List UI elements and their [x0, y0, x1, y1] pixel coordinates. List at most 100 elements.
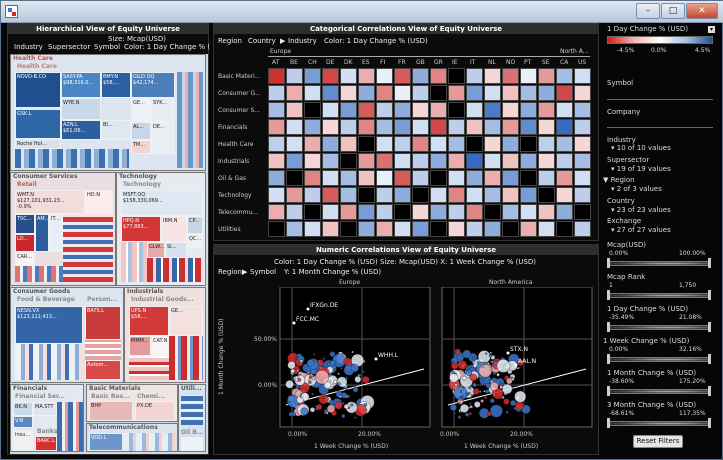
range-slider[interactable]	[609, 293, 709, 298]
country-header-us[interactable]: US	[578, 59, 587, 66]
heatmap-cell[interactable]	[322, 85, 339, 101]
heatmap-cell[interactable]	[394, 102, 411, 118]
heatmap-cell[interactable]	[304, 221, 321, 237]
treemap-cell[interactable]: Autom...	[85, 360, 121, 380]
slider-handle-left[interactable]	[607, 258, 610, 268]
heatmap-cell[interactable]	[286, 119, 303, 135]
treemap-cell[interactable]: CP...	[187, 216, 203, 234]
heatmap-cell[interactable]	[358, 119, 375, 135]
treemap-group-health-care[interactable]: Health Care Health Care NOVO-B.CO GSK.L …	[10, 54, 206, 171]
heatmap-cell[interactable]	[448, 119, 465, 135]
treemap-small-cells[interactable]	[57, 402, 83, 451]
heatmap-row-label[interactable]: Telecommu...	[218, 209, 258, 216]
heatmap-cell[interactable]	[268, 221, 285, 237]
heatmap-cell[interactable]	[466, 85, 483, 101]
heatmap-cell[interactable]	[358, 68, 375, 84]
heatmap-cell[interactable]	[538, 136, 555, 152]
heatmap-cell[interactable]	[484, 68, 501, 84]
filter-symbol-input[interactable]	[607, 99, 713, 100]
heatmap-cell[interactable]	[394, 221, 411, 237]
heatmap-cell[interactable]	[574, 136, 591, 152]
heatmap-cell[interactable]	[304, 85, 321, 101]
treemap-cell[interactable]: WYE.N	[61, 98, 101, 120]
heatmap-cell[interactable]	[304, 187, 321, 203]
heatmap-cell[interactable]	[286, 153, 303, 169]
heatmap-cell[interactable]	[376, 102, 393, 118]
heatmap-cell[interactable]	[520, 68, 537, 84]
heatmap-cell[interactable]	[340, 170, 357, 186]
heatmap-cell[interactable]	[268, 204, 285, 220]
heatmap-cell[interactable]	[484, 170, 501, 186]
treemap-cell[interactable]: DE...	[151, 122, 175, 154]
slider-handle-left[interactable]	[607, 418, 610, 428]
reset-filters-button[interactable]: Reset Filters	[633, 435, 683, 448]
heatmap-cell[interactable]	[376, 136, 393, 152]
heatmap-row-label[interactable]: Oil & Gas	[218, 175, 247, 182]
heatmap-cell[interactable]	[574, 187, 591, 203]
chevron-down-icon[interactable]: ▾	[708, 26, 715, 33]
treemap-cell[interactable]: GE...	[169, 306, 203, 336]
heatmap-cell[interactable]	[394, 204, 411, 220]
hierarchy-supersector[interactable]: Supersector	[48, 43, 91, 51]
treemap-small-cells[interactable]	[177, 72, 203, 168]
hierarchy-region[interactable]: Region	[218, 37, 242, 45]
slider-handle-left[interactable]	[607, 354, 610, 364]
treemap-cell[interactable]: UPS.N $58,...	[129, 306, 169, 336]
treemap-cell[interactable]: BHP	[89, 401, 133, 421]
heatmap-cell[interactable]	[304, 204, 321, 220]
treemap-cell[interactable]: BMY.N $58,...	[101, 72, 131, 98]
heatmap-cell[interactable]	[538, 68, 555, 84]
heatmap-cell[interactable]	[466, 221, 483, 237]
slider-handle-left[interactable]	[607, 290, 610, 300]
treemap-small-cells[interactable]	[15, 344, 83, 380]
heatmap-cell[interactable]	[340, 153, 357, 169]
slider-handle-right[interactable]	[708, 354, 711, 364]
heatmap-cell[interactable]	[484, 221, 501, 237]
heatmap-cell[interactable]	[538, 170, 555, 186]
treemap-cell[interactable]: GLW...	[147, 242, 165, 258]
treemap-cell[interactable]: WMT.N $127,101,931.23... -0.9%	[15, 190, 85, 214]
country-header-dk[interactable]: DK	[344, 59, 353, 66]
heatmap-cell[interactable]	[394, 85, 411, 101]
range-slider[interactable]	[609, 325, 709, 330]
treemap-cell[interactable]: LO...	[15, 234, 35, 252]
treemap-cell[interactable]: SASY.PA $98,316.0...	[61, 72, 101, 98]
heatmap-cell[interactable]	[304, 102, 321, 118]
treemap-cell[interactable]: GSK.L	[15, 109, 61, 139]
heatmap-cell[interactable]	[448, 68, 465, 84]
heatmap-cell[interactable]	[484, 102, 501, 118]
heatmap-cell[interactable]	[430, 187, 447, 203]
treemap-cell[interactable]: Insu...	[13, 430, 33, 451]
heatmap-cell[interactable]	[556, 68, 573, 84]
filter-company-input[interactable]	[607, 127, 713, 128]
heatmap-cell[interactable]	[268, 119, 285, 135]
close-button[interactable]: ✕	[686, 3, 718, 19]
country-header-nl[interactable]: NL	[488, 59, 496, 66]
slider-handle-right[interactable]	[708, 386, 711, 396]
treemap-small-cells[interactable]	[121, 242, 147, 282]
country-header-es[interactable]: ES	[362, 59, 370, 66]
heatmap-cell[interactable]	[484, 204, 501, 220]
heatmap-cell[interactable]	[466, 119, 483, 135]
heatmap-cell[interactable]	[322, 204, 339, 220]
heatmap-cell[interactable]	[520, 153, 537, 169]
heatmap-cell[interactable]	[268, 187, 285, 203]
range-slider[interactable]	[609, 421, 709, 426]
scatter-y-config[interactable]: Y: 1 Month Change % (USD)	[284, 268, 382, 276]
heatmap-cell[interactable]	[322, 170, 339, 186]
filter-exchange-toggle[interactable]: ▾ 27 of 27 values	[611, 226, 671, 234]
heatmap-cell[interactable]	[268, 153, 285, 169]
heatmap-cell[interactable]	[430, 170, 447, 186]
heatmap-cell[interactable]	[556, 85, 573, 101]
treemap-cell[interactable]: AM...	[35, 214, 49, 252]
heatmap-cell[interactable]	[358, 136, 375, 152]
heatmap-cell[interactable]	[322, 187, 339, 203]
heatmap-cell[interactable]	[574, 221, 591, 237]
heatmap-cell[interactable]	[394, 136, 411, 152]
treemap-cell[interactable]: Roche Hol...	[15, 139, 61, 149]
heatmap-cell[interactable]	[448, 170, 465, 186]
heatmap-cell[interactable]	[538, 102, 555, 118]
heatmap-cell[interactable]	[502, 136, 519, 152]
heatmap-cell[interactable]	[574, 85, 591, 101]
heatmap-cell[interactable]	[268, 136, 285, 152]
